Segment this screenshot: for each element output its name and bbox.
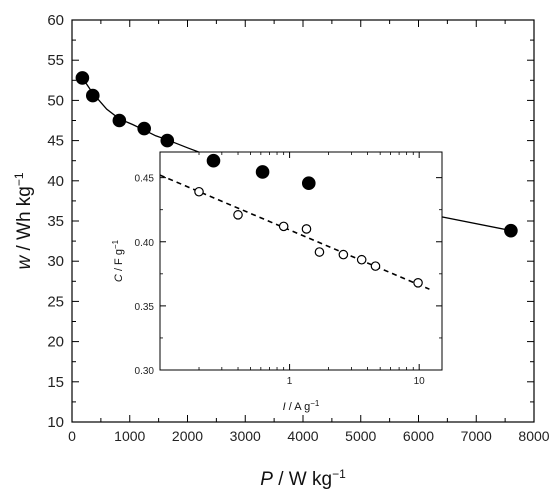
main-y-tick-label: 10 [47,414,64,431]
inset-data-point [356,254,367,265]
main-data-point [75,71,90,85]
main-x-tick-label: 4000 [287,428,318,444]
inset-y-tick-label: 0.30 [135,366,155,377]
main-data-point [85,88,100,103]
main-x-var: P [260,469,273,490]
main-y-tick-label: 60 [47,12,64,29]
inset-y-tick-label: 0.40 [135,238,155,249]
main-y-tick-label: 55 [47,52,64,69]
main-y-tick-label: 15 [47,374,64,391]
inset-y-tick-label: 0.35 [135,302,155,313]
main-x-tick-label: 1000 [114,428,145,444]
inset-background [160,152,442,370]
main-y-tick-label: 35 [47,213,64,230]
main-y-var: w [14,255,35,270]
main-y-exp: −1 [12,172,26,186]
main-x-tick-label: 8000 [518,428,549,444]
inset-x-var: I [283,401,286,413]
main-x-tick-label: 7000 [461,428,492,444]
main-x-tick-label: 5000 [345,428,376,444]
inset-data-point [413,277,423,288]
main-y-tick-label: 25 [47,293,64,310]
main-x-unit: / W kg [273,469,332,490]
main-ticks [71,19,535,423]
inset-data-point [314,247,325,257]
inset-data-points [194,186,423,288]
inset-x-exp: −1 [310,399,320,408]
inset-y-tick-label: 0.45 [135,174,155,185]
main-x-tick-label: 0 [68,428,76,444]
main-y-unit: / Wh kg [14,186,35,256]
main-y-axis-title: w / Wh kg−1 [12,172,35,269]
main-x-exp: −1 [332,467,346,481]
main-y-tick-label: 45 [47,133,64,150]
main-x-tick-label: 2000 [172,428,203,444]
inset-y-axis-title: C / F g−1 [111,239,126,282]
main-data-points [75,71,518,238]
inset-y-unit: / F g [113,249,125,274]
inset-data-point [233,210,243,220]
main-y-tick-label: 30 [47,253,64,270]
main-y-tick-label: 50 [47,92,64,109]
main-y-tick-label: 20 [47,334,64,351]
inset-tick-labels: 1 10 0.30 0.35 0.40 0.45 [135,174,426,387]
main-data-point [255,165,270,179]
inset-x-axis-title: I / A g−1 [283,399,320,414]
inset-plot-frame [159,151,443,371]
main-data-point [137,121,151,136]
inset-y-var: C [113,274,125,282]
inset-data-point [278,221,289,232]
inset-data-point [338,249,349,260]
main-tick-labels: 0 1000 2000 3000 4000 5000 6000 7000 8000 10 15 20 2… [47,12,549,444]
inset-data-point [194,186,204,197]
inset-x-tick-label: 10 [414,376,426,387]
inset-fit-line [159,174,430,290]
inset-x-unit: / A g [286,401,310,413]
inset-y-exp: −1 [111,239,120,249]
main-y-tick-label: 40 [47,173,64,190]
main-data-point [301,176,316,191]
inset-data-point [370,261,381,271]
main-x-axis-title: P / W kg−1 [260,467,346,490]
inset-ticks [160,152,442,371]
main-data-point [206,153,221,168]
inset-data-point [301,224,312,234]
main-x-tick-label: 3000 [230,428,261,444]
main-data-point [504,223,518,238]
main-data-point [160,133,175,148]
inset-x-tick-label: 1 [287,376,293,387]
main-x-tick-label: 6000 [403,428,434,444]
main-data-point [112,113,127,128]
